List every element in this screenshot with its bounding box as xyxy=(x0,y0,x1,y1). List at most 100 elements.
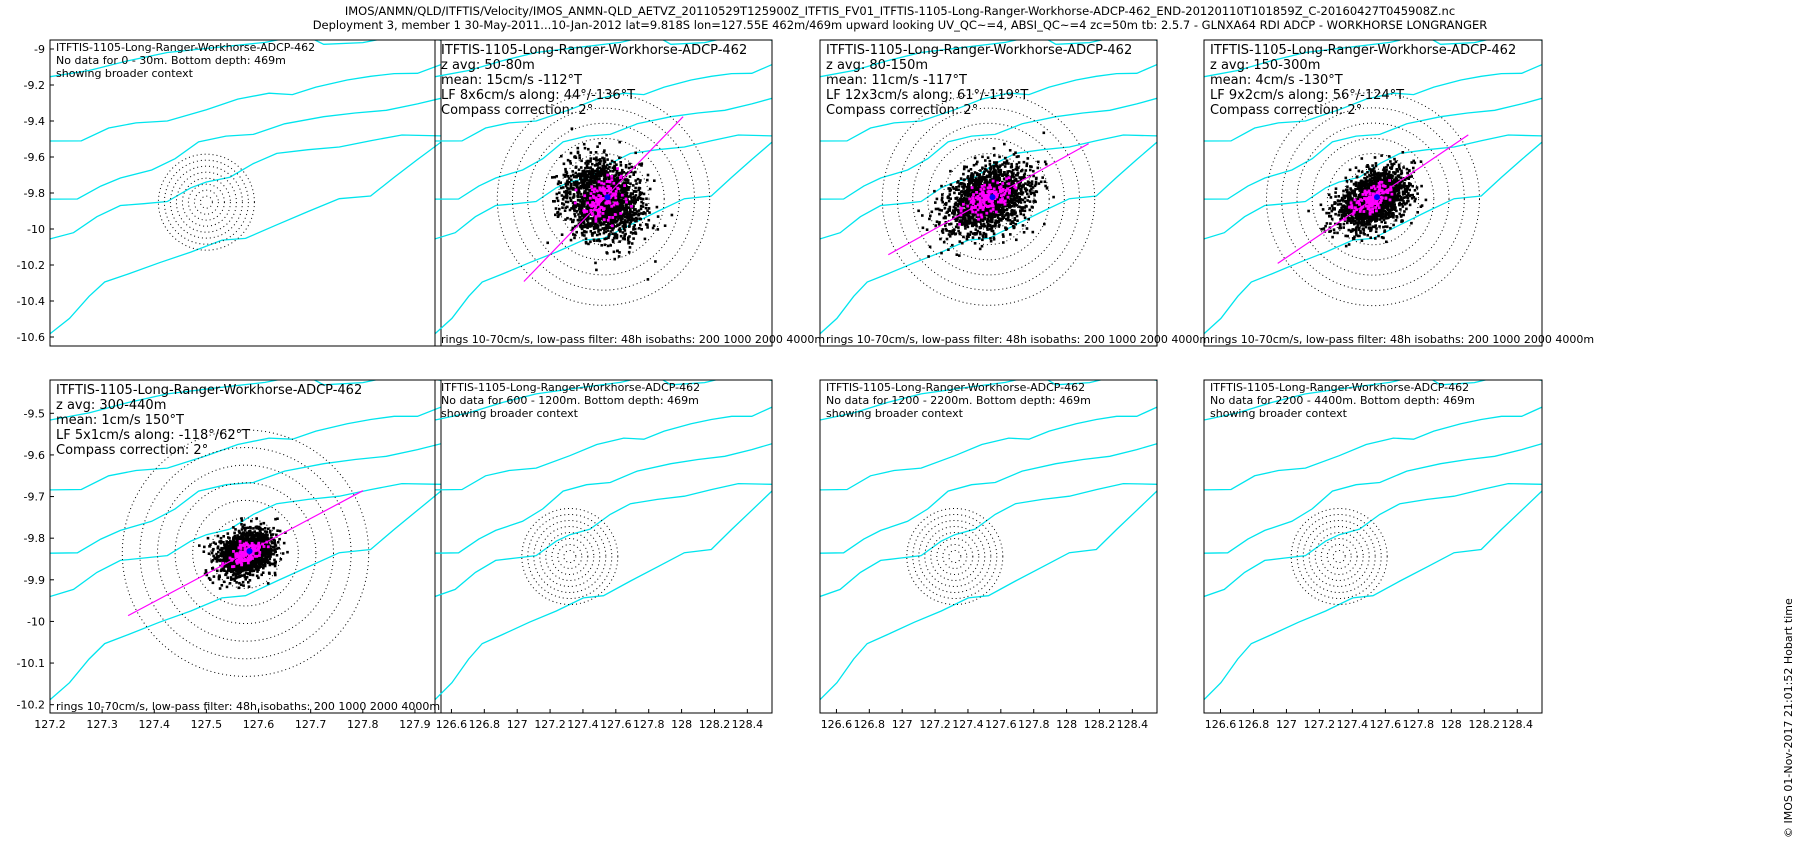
speed-ring xyxy=(139,447,352,660)
speed-ring xyxy=(936,537,974,575)
x-tick-label: 127.2 xyxy=(1304,718,1336,731)
panel-text-line: ITFTIS-1105-Long-Ranger-Workhorse-ADCP-4… xyxy=(1210,43,1516,58)
y-tick-label: -9.2 xyxy=(24,79,45,92)
isobath-line xyxy=(435,406,772,491)
x-tick-label: 127.7 xyxy=(295,718,327,731)
speed-ring xyxy=(1326,543,1352,569)
isobath-line xyxy=(820,443,1157,554)
panel-text-line: showing broader context xyxy=(56,67,194,80)
speed-ring xyxy=(121,429,370,677)
x-tick-label: 127.8 xyxy=(633,718,665,731)
isobath-line xyxy=(1204,380,1542,421)
y-tick-label: -10 xyxy=(27,223,45,236)
speed-ring xyxy=(906,507,1004,605)
speed-ring xyxy=(533,519,607,593)
isobath-line xyxy=(1204,443,1542,554)
speed-ring xyxy=(1332,549,1346,563)
panel-5: ITFTIS-1105-Long-Ranger-Workhorse-ADCP-4… xyxy=(17,379,442,731)
speed-ring xyxy=(563,549,577,563)
speed-ring xyxy=(1308,525,1370,587)
panel-text-line: mean: 15cm/s -112°T xyxy=(441,73,582,88)
y-tick-label: -9.9 xyxy=(24,574,45,587)
isobath-line xyxy=(50,406,441,491)
x-tick-label: 127.8 xyxy=(1403,718,1435,731)
isobath-line xyxy=(1204,482,1542,598)
x-tick-label: 127.4 xyxy=(1337,718,1369,731)
panel-text-line: ITFTIS-1105-Long-Ranger-Workhorse-ADCP-4… xyxy=(56,41,315,54)
speed-ring xyxy=(557,543,583,569)
speed-ring xyxy=(512,107,695,291)
y-tick-label: -9.6 xyxy=(24,151,45,164)
x-tick-label: 126.8 xyxy=(854,718,886,731)
panel-8: ITFTIS-1105-Long-Ranger-Workhorse-ADCP-4… xyxy=(1203,379,1543,731)
speed-ring xyxy=(942,153,1035,246)
x-tick-label: 127.2 xyxy=(919,718,951,731)
panel-text-line: ITFTIS-1105-Long-Ranger-Workhorse-ADCP-4… xyxy=(1210,381,1469,394)
panel-text-line: No data for 600 - 1200m. Bottom depth: 4… xyxy=(441,394,699,407)
speed-ring xyxy=(1320,537,1358,575)
y-tick-label: -9.6 xyxy=(24,449,45,462)
y-tick-label: -10.1 xyxy=(17,657,45,670)
x-tick-label: 128.2 xyxy=(699,718,731,731)
x-tick-label: 126.6 xyxy=(821,718,853,731)
panel-text-line: LF 12x3cm/s along: 61°/-119°T xyxy=(826,88,1028,103)
x-tick-label: 127.8 xyxy=(1018,718,1050,731)
speed-ring xyxy=(174,482,317,625)
speed-ring xyxy=(1296,122,1450,276)
speed-ring xyxy=(551,537,589,575)
file-name-line: IMOS/ANMN/QLD/ITFTIS/Velocity/IMOS_ANMN-… xyxy=(344,4,1456,18)
x-tick-label: 127.8 xyxy=(347,718,379,731)
speed-ring xyxy=(1290,507,1388,605)
panel-2: ITFTIS-1105-Long-Ranger-Workhorse-ADCP-4… xyxy=(434,39,825,347)
speed-ring xyxy=(187,183,225,221)
panel-text-line: mean: 1cm/s 150°T xyxy=(56,413,184,428)
y-tick-label: -10.6 xyxy=(17,331,45,344)
panel-text-line: z avg: 50-80m xyxy=(441,58,535,73)
isobath-line xyxy=(435,64,772,142)
panel-text-line: ITFTIS-1105-Long-Ranger-Workhorse-ADCP-4… xyxy=(441,43,747,58)
panel-text-line: z avg: 150-300m xyxy=(1210,58,1320,73)
panel-text-line: Compass correction: 2° xyxy=(1210,103,1362,118)
panel-footer: rings 10-70cm/s, low-pass filter: 48h is… xyxy=(441,333,825,346)
speed-ring xyxy=(930,531,980,581)
x-tick-label: 128 xyxy=(671,718,692,731)
panel-text-line: showing broader context xyxy=(826,407,964,420)
speed-ring xyxy=(209,517,282,589)
isobath-line xyxy=(820,380,1157,421)
panel-7: ITFTIS-1105-Long-Ranger-Workhorse-ADCP-4… xyxy=(819,379,1158,731)
speed-ring xyxy=(897,107,1080,291)
panel-text-line: mean: 11cm/s -117°T xyxy=(826,73,967,88)
panel-footer: rings 10-70cm/s, low-pass filter: 48h is… xyxy=(826,333,1210,346)
speed-ring xyxy=(1311,137,1435,261)
speed-ring xyxy=(1296,513,1382,599)
isobath-line xyxy=(435,482,772,598)
panel-frame xyxy=(49,379,442,714)
panel-text-line: z avg: 300-440m xyxy=(56,398,166,413)
speed-ring xyxy=(1266,92,1480,307)
y-tick-label: -9.8 xyxy=(24,532,45,545)
isobath-line xyxy=(820,406,1157,491)
speed-ring xyxy=(542,137,665,261)
mean-vector-point xyxy=(1374,194,1380,201)
speed-ring xyxy=(942,543,968,569)
x-tick-label: 127.3 xyxy=(86,718,118,731)
panel-text-line: ITFTIS-1105-Long-Ranger-Workhorse-ADCP-4… xyxy=(826,43,1132,58)
panel-6: ITFTIS-1105-Long-Ranger-Workhorse-ADCP-4… xyxy=(434,379,773,731)
panel-text-line: Compass correction: 2° xyxy=(56,443,208,458)
isobath-line xyxy=(1204,141,1542,335)
isobath-line xyxy=(820,97,1157,200)
panel-text-line: LF 9x2cm/s along: 56°/-124°T xyxy=(1210,88,1404,103)
panel-text-line: mean: 4cm/s -130°T xyxy=(1210,73,1343,88)
speed-ring xyxy=(163,159,249,245)
isobath-line xyxy=(820,482,1157,598)
speed-ring xyxy=(169,165,243,239)
speed-ring xyxy=(175,171,237,233)
panel-4: ITFTIS-1105-Long-Ranger-Workhorse-ADCP-4… xyxy=(1203,39,1594,347)
isobath-line xyxy=(50,443,441,554)
x-tick-label: 127.6 xyxy=(985,718,1017,731)
deployment-line: Deployment 3, member 1 30-May-2011...10-… xyxy=(312,18,1488,32)
panel-text-line: showing broader context xyxy=(441,407,579,420)
isobath-line xyxy=(820,490,1157,701)
speed-ring xyxy=(199,195,213,209)
